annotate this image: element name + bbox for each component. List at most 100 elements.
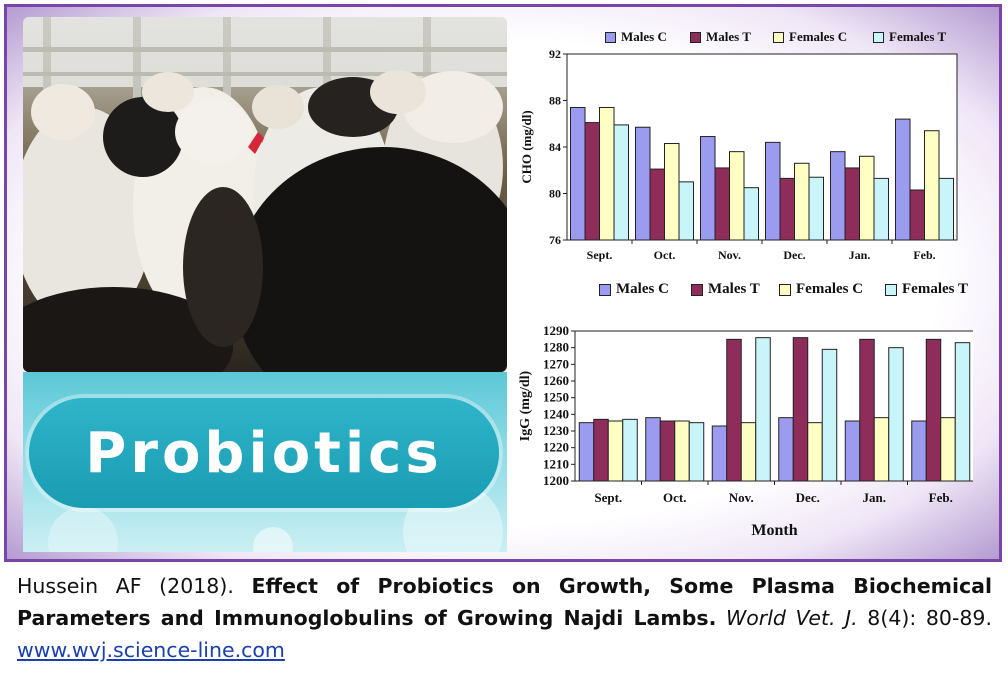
bar-males-c-dec <box>765 141 781 241</box>
figure-frame: Probiotics Males C Males T Females C Fem… <box>4 4 1002 562</box>
bar-males-c-feb <box>895 118 911 241</box>
legend-swatch <box>773 31 784 43</box>
probiotics-label-pill: Probiotics <box>29 398 499 508</box>
x-category-label: Jan. <box>849 248 871 262</box>
y-tick-label: 84 <box>549 140 561 154</box>
x-category-label: Sept. <box>587 248 613 262</box>
bar-females-c-feb <box>924 130 940 241</box>
bar-females-c-oct <box>664 143 680 241</box>
bar-females-t-nov <box>755 337 771 482</box>
caption-journal: World Vet. J. <box>726 606 858 630</box>
y-tick-label: 1220 <box>543 440 569 455</box>
bar-males-t-oct <box>649 168 665 241</box>
y-tick-label: 1200 <box>543 473 569 488</box>
bar-males-c-sept <box>578 422 595 482</box>
legend-label: Males T <box>706 29 751 44</box>
bar-males-t-nov <box>726 338 742 482</box>
x-category-label: Sept. <box>594 490 622 505</box>
bar-females-t-sept <box>613 124 629 241</box>
x-category-label: Oct. <box>654 248 676 262</box>
cho-legend-item: Females C <box>773 29 847 45</box>
probiotics-word: Probiotics <box>85 420 443 486</box>
x-category-label: Dec. <box>796 490 820 505</box>
x-axis-label: Month <box>751 522 797 539</box>
bar-females-c-dec <box>807 422 823 482</box>
legend-swatch <box>690 31 701 43</box>
y-axis-label: CHO (mg/dl) <box>519 110 534 183</box>
x-category-label: Jan. <box>863 490 886 505</box>
journal-link[interactable]: www.wvj.science-line.com <box>17 638 285 662</box>
y-tick-label: 1290 <box>543 323 569 338</box>
y-tick-label: 1270 <box>543 356 569 371</box>
bar-females-t-oct <box>678 181 694 241</box>
y-tick-label: 88 <box>549 94 561 108</box>
bar-females-t-oct <box>688 422 705 482</box>
plot-area <box>566 53 958 241</box>
x-category-label: Nov. <box>729 490 754 505</box>
bar-males-c-dec <box>778 417 794 482</box>
bar-males-c-jan <box>844 420 861 482</box>
cho-legend-item: Males C <box>605 29 667 45</box>
legend-swatch <box>605 31 616 43</box>
bar-males-t-sept <box>584 122 600 241</box>
x-category-label: Dec. <box>783 248 805 262</box>
bar-females-t-jan <box>888 347 904 482</box>
y-tick-label: 92 <box>549 47 561 61</box>
legend-label: Males C <box>621 29 667 44</box>
lambs-photo <box>23 17 507 372</box>
igg-legend-item: Males T <box>691 281 760 298</box>
x-category-label: Nov. <box>718 248 741 262</box>
y-tick-label: 1230 <box>543 423 569 438</box>
bar-males-c-jan <box>830 151 846 241</box>
legend-swatch <box>779 283 791 296</box>
igg-legend-item: Females T <box>885 281 968 298</box>
bar-females-t-feb <box>938 177 954 241</box>
igg-legend-item: Females C <box>779 281 863 298</box>
bar-males-t-dec <box>792 337 809 482</box>
y-tick-label: 1240 <box>543 406 569 421</box>
bar-females-t-jan <box>873 177 889 241</box>
legend-label: Females T <box>889 29 947 44</box>
bar-females-c-oct <box>674 420 690 482</box>
bar-males-t-nov <box>714 167 730 241</box>
bar-males-t-sept <box>593 418 609 482</box>
bar-males-t-dec <box>779 177 795 241</box>
x-category-label: Feb. <box>913 248 935 262</box>
cho-bar-chart: 76 80 84 88 92 Sept. Oct. Nov. Dec. Jan. Feb. CHO (… <box>519 47 958 262</box>
bar-females-c-jan <box>859 155 875 241</box>
caption-citation: 8(4): 80-89. <box>857 606 992 630</box>
cho-legend-item: Males T <box>690 29 751 45</box>
legend-label: Females C <box>796 281 864 297</box>
caption-authors: Hussein AF (2018). <box>17 574 252 598</box>
bar-females-t-dec <box>808 176 824 241</box>
legend-swatch <box>885 283 897 296</box>
bar-females-t-feb <box>954 342 971 482</box>
bar-males-c-oct <box>635 126 651 241</box>
y-tick-label: 76 <box>549 233 561 247</box>
igg-legend-item: Males C <box>599 281 669 298</box>
y-tick-label: 1250 <box>543 390 569 405</box>
bar-females-t-dec <box>821 348 838 482</box>
legend-swatch <box>691 283 703 296</box>
y-tick-label: 1210 <box>543 456 569 471</box>
bar-males-t-feb <box>925 338 942 482</box>
bar-males-t-oct <box>659 420 676 482</box>
caption-title: Effect of Probiotics on Growth, Some Pla… <box>17 574 992 630</box>
cho-legend-item: Females T <box>873 29 946 45</box>
bar-males-c-nov <box>700 136 716 241</box>
bar-males-c-feb <box>911 420 927 482</box>
bar-males-c-oct <box>645 417 661 482</box>
probiotics-banner: Probiotics <box>23 372 507 552</box>
y-tick-label: 1260 <box>543 373 569 388</box>
bar-females-c-sept <box>599 106 615 241</box>
bar-females-t-sept <box>622 418 638 482</box>
bar-males-c-nov <box>711 425 728 482</box>
bar-females-c-nov <box>740 422 757 482</box>
bar-females-c-sept <box>607 420 624 482</box>
bar-females-t-nov <box>743 187 759 241</box>
bar-females-c-feb <box>940 417 956 482</box>
legend-label: Males T <box>708 281 760 297</box>
x-category-label: Oct. <box>663 490 686 505</box>
legend-label: Males C <box>616 281 669 297</box>
